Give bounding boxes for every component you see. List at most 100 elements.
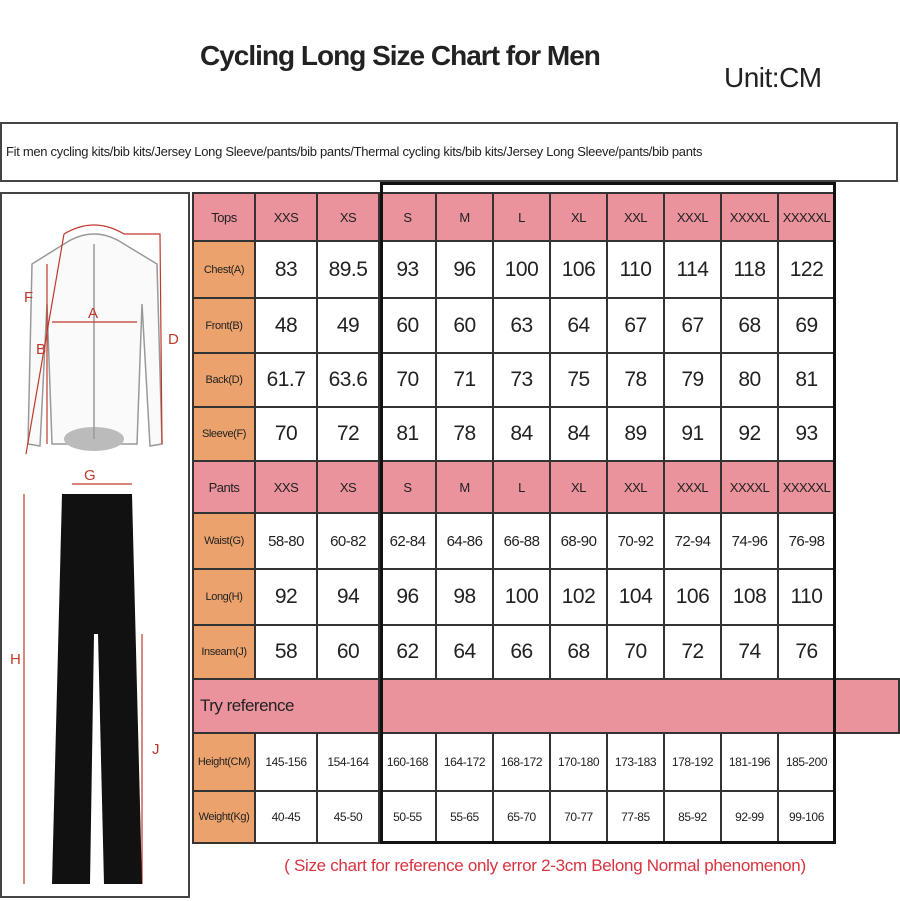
value-cell: 74-96 <box>720 512 779 570</box>
value-cell: 61.7 <box>254 352 318 408</box>
value-cell: 67 <box>606 297 665 354</box>
header-fill <box>378 678 836 734</box>
value-cell: 185-200 <box>777 732 836 792</box>
label-d: D <box>168 331 179 348</box>
value-cell: 118 <box>720 240 779 299</box>
value-cell: 92 <box>254 568 318 626</box>
value-cell: 66 <box>492 624 551 680</box>
value-cell: 81 <box>777 352 836 408</box>
value-cell: 50-55 <box>378 790 437 844</box>
value-cell: 98 <box>435 568 494 626</box>
table-row: Waist(G) 58-80 60-82 62-84 64-86 66-88 68-90 70… <box>192 512 899 570</box>
value-cell: 64 <box>549 297 608 354</box>
value-cell: 63 <box>492 297 551 354</box>
row-label: Waist(G) <box>192 512 256 570</box>
size-header: XXXL <box>663 460 722 514</box>
label-g: G <box>84 467 96 484</box>
header-fill <box>834 678 900 734</box>
value-cell: 63.6 <box>316 352 380 408</box>
table-row: Front(B) 48 49 60 60 63 64 67 67 68 69 <box>192 297 899 354</box>
size-header: XXXL <box>663 192 722 242</box>
size-header: S <box>378 460 437 514</box>
chart-title: Cycling Long Size Chart for Men <box>200 40 601 71</box>
value-cell: 104 <box>606 568 665 626</box>
value-cell: 99-106 <box>777 790 836 844</box>
value-cell: 80 <box>720 352 779 408</box>
value-cell: 164-172 <box>435 732 494 792</box>
size-header: XXXXXL <box>777 460 836 514</box>
value-cell: 72-94 <box>663 512 722 570</box>
size-header: XL <box>549 460 608 514</box>
size-table: Tops XXS XS S M L XL XXL XXXL XXXXL XXXXXL Chest(A)… <box>192 192 900 844</box>
unit-label: Unit:CM <box>724 62 822 93</box>
pants-header-row: Pants XXS XS S M L XL XXL XXXL XXXXL XXXXXL <box>192 460 899 514</box>
row-label: Inseam(J) <box>192 624 256 680</box>
value-cell: 91 <box>663 406 722 462</box>
value-cell: 84 <box>549 406 608 462</box>
size-header: L <box>492 192 551 242</box>
value-cell: 68-90 <box>549 512 608 570</box>
value-cell: 96 <box>378 568 437 626</box>
value-cell: 70 <box>254 406 318 462</box>
value-cell: 67 <box>663 297 722 354</box>
size-header: L <box>492 460 551 514</box>
table-row: Inseam(J) 58 60 62 64 66 68 70 72 74 76 <box>192 624 899 680</box>
value-cell: 92-99 <box>720 790 779 844</box>
value-cell: 160-168 <box>378 732 437 792</box>
size-header: XS <box>316 460 380 514</box>
value-cell: 100 <box>492 568 551 626</box>
value-cell: 70-77 <box>549 790 608 844</box>
value-cell: 64 <box>435 624 494 680</box>
value-cell: 70 <box>378 352 437 408</box>
value-cell: 78 <box>606 352 665 408</box>
value-cell: 77-85 <box>606 790 665 844</box>
value-cell: 70 <box>606 624 665 680</box>
value-cell: 72 <box>663 624 722 680</box>
value-cell: 70-92 <box>606 512 665 570</box>
value-cell: 73 <box>492 352 551 408</box>
value-cell: 60 <box>435 297 494 354</box>
size-header: XXL <box>606 192 665 242</box>
value-cell: 45-50 <box>316 790 380 844</box>
section-header: Pants <box>192 460 256 514</box>
value-cell: 173-183 <box>606 732 665 792</box>
value-cell: 72 <box>316 406 380 462</box>
label-a: A <box>88 305 98 322</box>
value-cell: 85-92 <box>663 790 722 844</box>
value-cell: 100 <box>492 240 551 299</box>
value-cell: 96 <box>435 240 494 299</box>
value-cell: 94 <box>316 568 380 626</box>
value-cell: 64-86 <box>435 512 494 570</box>
value-cell: 168-172 <box>492 732 551 792</box>
table-row: Back(D) 61.7 63.6 70 71 73 75 78 79 80 81 <box>192 352 899 408</box>
table-row: Weight(Kg) 40-45 45-50 50-55 55-65 65-70 70-77… <box>192 790 899 844</box>
table-row: Chest(A) 83 89.5 93 96 100 106 110 114 118 122 <box>192 240 899 299</box>
value-cell: 69 <box>777 297 836 354</box>
value-cell: 170-180 <box>549 732 608 792</box>
value-cell: 68 <box>720 297 779 354</box>
row-label: Weight(Kg) <box>192 790 256 844</box>
value-cell: 93 <box>777 406 836 462</box>
value-cell: 122 <box>777 240 836 299</box>
value-cell: 89.5 <box>316 240 380 299</box>
section-header: Tops <box>192 192 256 242</box>
size-header: M <box>435 192 494 242</box>
value-cell: 49 <box>316 297 380 354</box>
table-row: Height(CM) 145-156 154-164 160-168 164-172 16… <box>192 732 899 792</box>
value-cell: 76-98 <box>777 512 836 570</box>
value-cell: 40-45 <box>254 790 318 844</box>
fit-description: Fit men cycling kits/bib kits/Jersey Lon… <box>0 122 898 182</box>
value-cell: 106 <box>663 568 722 626</box>
value-cell: 81 <box>378 406 437 462</box>
row-label: Long(H) <box>192 568 256 626</box>
value-cell: 110 <box>606 240 665 299</box>
size-header: M <box>435 460 494 514</box>
value-cell: 181-196 <box>720 732 779 792</box>
row-label: Chest(A) <box>192 240 256 299</box>
value-cell: 178-192 <box>663 732 722 792</box>
value-cell: 114 <box>663 240 722 299</box>
size-header: S <box>378 192 437 242</box>
value-cell: 60 <box>316 624 380 680</box>
value-cell: 78 <box>435 406 494 462</box>
size-header: XXXXL <box>720 460 779 514</box>
